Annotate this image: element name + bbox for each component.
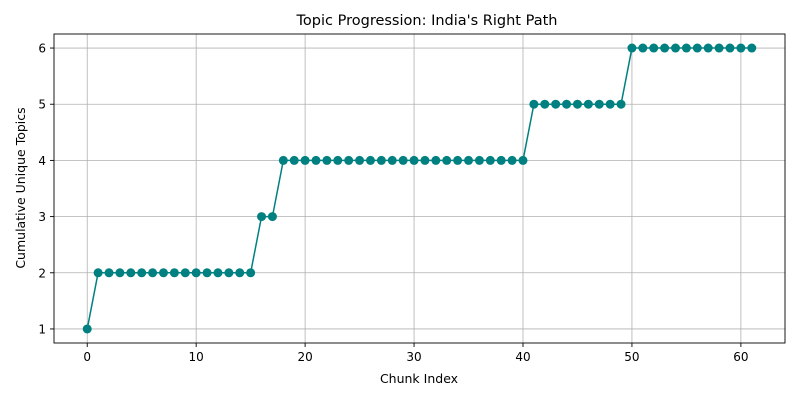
data-point xyxy=(257,212,267,222)
data-point xyxy=(496,155,506,165)
data-point xyxy=(126,268,136,278)
grid-lines xyxy=(54,34,785,343)
data-point xyxy=(300,155,310,165)
data-point xyxy=(355,155,365,165)
data-point xyxy=(224,268,234,278)
data-point xyxy=(158,268,168,278)
series-line xyxy=(86,47,752,330)
x-tick-label: 50 xyxy=(624,350,639,364)
data-point xyxy=(747,43,757,53)
data-point xyxy=(278,155,288,165)
data-point xyxy=(235,268,245,278)
data-point xyxy=(333,155,343,165)
data-point xyxy=(311,155,321,165)
data-point xyxy=(562,99,572,109)
data-point xyxy=(409,155,419,165)
data-point xyxy=(649,43,659,53)
y-tick-label: 6 xyxy=(38,42,46,56)
data-point xyxy=(714,43,724,53)
data-point xyxy=(627,43,637,53)
data-point xyxy=(474,155,484,165)
x-tick-label: 20 xyxy=(297,350,312,364)
series-layer xyxy=(82,43,757,334)
x-tick-label: 10 xyxy=(189,350,204,364)
data-point xyxy=(420,155,430,165)
data-point xyxy=(671,43,681,53)
data-point xyxy=(572,99,582,109)
data-point xyxy=(453,155,463,165)
data-point xyxy=(148,268,158,278)
data-point xyxy=(594,99,604,109)
data-point xyxy=(616,99,626,109)
data-point xyxy=(703,43,713,53)
data-point xyxy=(267,212,277,222)
data-point xyxy=(692,43,702,53)
data-point xyxy=(540,99,550,109)
y-tick-label: 4 xyxy=(38,154,46,168)
data-point xyxy=(507,155,517,165)
data-point xyxy=(583,99,593,109)
data-point xyxy=(387,155,397,165)
data-point xyxy=(442,155,452,165)
data-point xyxy=(180,268,190,278)
y-tick-label: 2 xyxy=(38,266,46,280)
data-point xyxy=(202,268,212,278)
y-tick-label: 5 xyxy=(38,98,46,112)
x-axis-label: Chunk Index xyxy=(380,371,458,386)
data-point xyxy=(518,155,528,165)
data-point xyxy=(246,268,256,278)
data-point xyxy=(725,43,735,53)
data-point xyxy=(104,268,114,278)
axis-ticks: 0 10 20 30 40 50 60 1 2 3 4 5 6 xyxy=(38,42,748,364)
data-point xyxy=(485,155,495,165)
data-point xyxy=(681,43,691,53)
x-tick-label: 40 xyxy=(515,350,530,364)
data-point xyxy=(736,43,746,53)
data-point xyxy=(191,268,201,278)
y-tick-label: 3 xyxy=(38,210,46,224)
y-tick-label: 1 xyxy=(38,322,46,336)
data-point xyxy=(638,43,648,53)
x-tick-label: 0 xyxy=(83,350,91,364)
data-point xyxy=(365,155,375,165)
data-point xyxy=(431,155,441,165)
data-point xyxy=(605,99,615,109)
data-point xyxy=(137,268,147,278)
data-point xyxy=(322,155,332,165)
data-point xyxy=(398,155,408,165)
data-point xyxy=(376,155,386,165)
data-point xyxy=(115,268,125,278)
data-point xyxy=(82,324,92,334)
plot-frame xyxy=(53,33,786,344)
data-point xyxy=(660,43,670,53)
data-point xyxy=(93,268,103,278)
x-tick-label: 60 xyxy=(733,350,748,364)
data-point xyxy=(551,99,561,109)
data-point xyxy=(344,155,354,165)
data-point xyxy=(529,99,539,109)
data-point xyxy=(169,268,179,278)
x-tick-label: 30 xyxy=(406,350,421,364)
data-point xyxy=(289,155,299,165)
y-axis-label: Cumulative Unique Topics xyxy=(13,107,28,268)
data-point xyxy=(464,155,474,165)
data-point xyxy=(213,268,223,278)
chart-title: Topic Progression: India's Right Path xyxy=(296,13,558,29)
